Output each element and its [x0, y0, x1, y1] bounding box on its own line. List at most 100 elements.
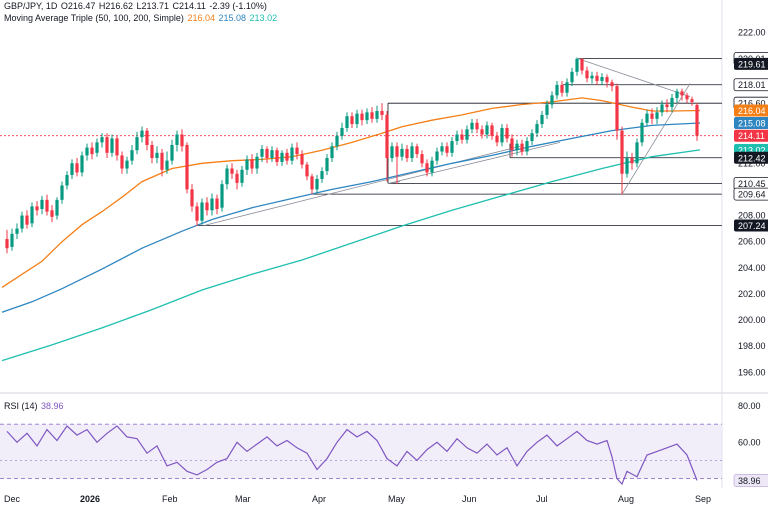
- candle-up: [245, 159, 249, 170]
- x-tick-label: Dec: [4, 494, 21, 504]
- candle-up: [325, 158, 329, 172]
- candle-down: [585, 70, 589, 79]
- candle-up: [440, 146, 444, 152]
- candle-up: [635, 142, 639, 164]
- candle-up: [80, 155, 84, 173]
- rsi-title: RSI (14): [4, 401, 38, 411]
- candle-up: [515, 143, 519, 151]
- candle-up: [455, 134, 459, 142]
- price-label: 216.04: [738, 106, 766, 116]
- x-tick-label: Mar: [235, 494, 251, 504]
- candle-down: [560, 84, 564, 93]
- candle-up: [65, 175, 69, 186]
- candle-down: [425, 163, 429, 173]
- candle-down: [265, 148, 269, 159]
- price-label: 214.11: [738, 131, 765, 141]
- y-tick-label: 208.00: [738, 211, 766, 221]
- rsi-tick-label: 60.00: [738, 437, 761, 447]
- candle-down: [45, 199, 49, 212]
- price-label-box: [734, 57, 768, 70]
- candle-up: [430, 160, 434, 173]
- candle-up: [255, 156, 259, 169]
- candle-up: [375, 111, 379, 119]
- ma-line-ma50: [1, 97, 701, 288]
- candle-up: [645, 113, 649, 123]
- candle-down: [295, 147, 299, 155]
- candle-down: [610, 82, 614, 87]
- price-label-box: [734, 151, 768, 164]
- price-label: 209.64: [738, 190, 766, 200]
- candle-up: [30, 206, 34, 224]
- high-value: H216.62: [98, 1, 133, 11]
- price-label-box: [734, 129, 768, 142]
- candle-down: [300, 154, 304, 165]
- candle-down: [605, 77, 609, 83]
- candle-down: [395, 146, 399, 157]
- candle-down: [205, 202, 209, 211]
- candle-down: [690, 99, 694, 102]
- candle-up: [640, 122, 644, 143]
- trendlines: [203, 58, 691, 226]
- rsi-pane: [0, 423, 722, 486]
- symbol-label: GBP/JPY, 1D: [4, 1, 58, 11]
- candle-down: [350, 116, 354, 125]
- candle-up: [15, 228, 19, 234]
- candle-down: [115, 138, 119, 156]
- price-label: 218.01: [738, 80, 766, 90]
- y-tick-label: 200.00: [738, 315, 766, 325]
- candle-up: [500, 127, 504, 143]
- candle-up: [675, 91, 679, 98]
- candle-up: [525, 141, 529, 152]
- candle-down: [475, 122, 479, 130]
- candle-up: [225, 168, 229, 185]
- x-tick-label: Jun: [462, 494, 477, 504]
- candle-down: [495, 135, 499, 143]
- candle-up: [335, 135, 339, 147]
- candle-up: [40, 199, 44, 209]
- rsi-legend: RSI (14) 38.96: [4, 401, 64, 411]
- candle-up: [155, 152, 159, 159]
- price-pane: [0, 0, 768, 488]
- candle-down: [180, 134, 184, 147]
- candle-down: [695, 104, 699, 136]
- price-label: 216.60: [738, 99, 766, 109]
- trendline: [387, 181, 401, 184]
- candle-up: [545, 104, 549, 115]
- price-label: 207.24: [738, 221, 766, 231]
- y-tick-label: 222.00: [738, 28, 766, 38]
- y-axis: 222.00220.00218.00216.00214.00212.00210.…: [738, 28, 766, 484]
- candle-down: [480, 129, 484, 135]
- candle-up: [365, 112, 369, 121]
- price-labels: 220.01219.61218.01216.60216.04215.08214.…: [733, 52, 768, 487]
- candle-up: [550, 95, 554, 105]
- candle-up: [600, 77, 604, 81]
- candle-down: [510, 138, 514, 151]
- candle-up: [270, 150, 274, 159]
- candles: [5, 57, 699, 254]
- candle-up: [240, 169, 244, 183]
- candle-up: [470, 122, 474, 130]
- candle-down: [35, 206, 39, 211]
- candle-down: [285, 152, 289, 161]
- candle-down: [445, 146, 449, 153]
- candle-up: [355, 113, 359, 125]
- candle-down: [185, 144, 189, 190]
- price-label: 215.08: [738, 119, 766, 129]
- candle-up: [70, 163, 74, 176]
- candle-down: [215, 198, 219, 209]
- ma100-value: 215.08: [218, 13, 247, 23]
- candle-up: [135, 137, 139, 151]
- candle-up: [60, 185, 64, 200]
- candle-up: [400, 148, 404, 157]
- candle-up: [435, 151, 439, 161]
- candle-up: [390, 146, 394, 159]
- candle-up: [220, 184, 224, 208]
- candle-down: [120, 155, 124, 169]
- candle-down: [520, 143, 524, 152]
- candle-up: [655, 112, 659, 119]
- candle-down: [580, 58, 584, 71]
- candle-down: [380, 111, 384, 115]
- candle-up: [85, 147, 89, 156]
- candle-up: [165, 160, 169, 170]
